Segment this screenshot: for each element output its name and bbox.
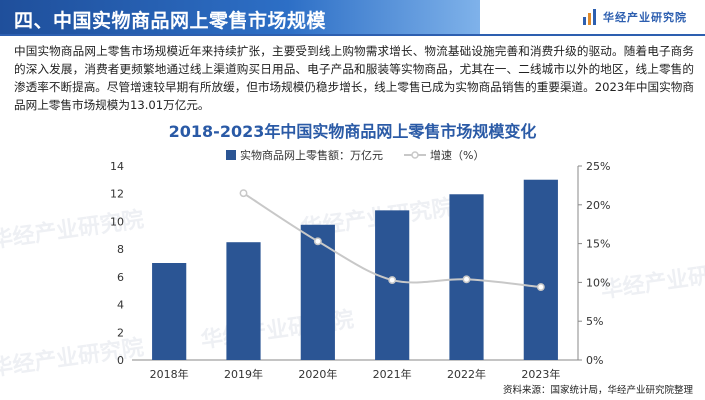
header-bar: 四、中国实物商品网上零售市场规模 华经产业研究院	[0, 0, 705, 36]
bar	[226, 242, 261, 360]
chart-legend: 实物商品网上零售额：万亿元 增速（%）	[226, 148, 484, 162]
y-tick-label-right: 20%	[586, 199, 610, 212]
growth-point	[313, 237, 322, 246]
x-tick-label: 2022年	[447, 367, 486, 381]
x-tick-label: 2018年	[150, 367, 189, 381]
x-tick-label: 2021年	[373, 367, 412, 381]
y-tick-label-right: 25%	[586, 160, 610, 173]
growth-point	[239, 189, 248, 198]
y-tick-label-left: 4	[117, 299, 124, 312]
bar	[152, 263, 187, 360]
y-tick-label-right: 15%	[586, 238, 610, 251]
intro-paragraph: 中国实物商品网上零售市场规模近年来持续扩张，主要受到线上购物需求增长、物流基础设…	[14, 44, 694, 112]
y-tick-label-left: 6	[117, 271, 124, 284]
y-tick-label-right: 10%	[586, 276, 610, 289]
x-tick-label: 2020年	[298, 367, 337, 381]
y-tick-label-left: 10	[110, 215, 124, 228]
legend-swatch-bar	[226, 150, 236, 160]
y-tick-label-right: 5%	[586, 315, 603, 328]
y-tick-label-left: 14	[110, 160, 124, 173]
y-tick-label-left: 8	[117, 243, 124, 256]
x-tick-label: 2023年	[521, 367, 560, 381]
header-divider	[0, 34, 705, 36]
growth-point	[462, 275, 471, 284]
chart-plot-area: 0 2 4 6 8 10 12 14 0% 5% 10% 15% 20% 25% 2018年 2019年 202…	[110, 160, 610, 381]
header-banner	[0, 0, 480, 36]
chart-title: 2018-2023年中国实物商品网上零售市场规模变化	[168, 122, 537, 141]
x-tick-label: 2019年	[224, 367, 263, 381]
y-tick-label-left: 2	[117, 326, 124, 339]
bar	[523, 179, 558, 360]
brand: 华经产业研究院	[583, 9, 687, 25]
source-note: 资料来源：国家统计局，华经产业研究院整理	[502, 385, 693, 396]
legend-label-bar: 实物商品网上零售额：万亿元	[240, 148, 383, 162]
y-tick-label-left: 0	[117, 354, 124, 367]
brand-logo-icon	[583, 9, 597, 25]
legend-label-line: 增速（%）	[430, 148, 484, 162]
growth-point	[388, 276, 397, 285]
y-tick-label-left: 12	[110, 188, 124, 201]
page-title: 四、中国实物商品网上零售市场规模	[14, 10, 327, 32]
bar	[375, 210, 410, 360]
legend-marker-line	[411, 151, 419, 159]
y-tick-label-right: 0%	[586, 354, 603, 367]
brand-name: 华经产业研究院	[603, 11, 687, 24]
growth-point	[536, 283, 545, 292]
